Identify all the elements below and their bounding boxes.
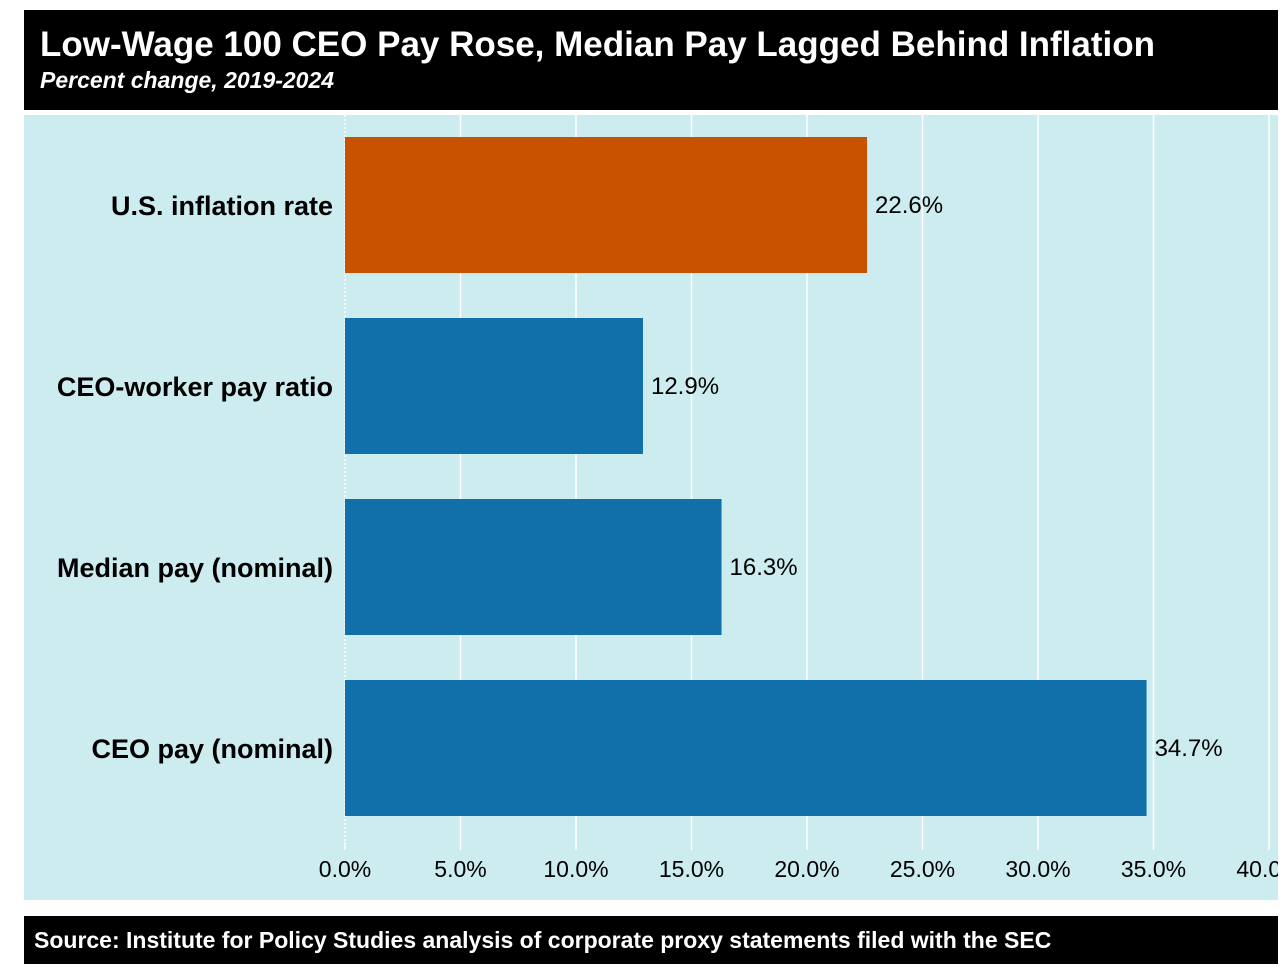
value-label-3: 34.7%	[1155, 735, 1223, 762]
chart-header: Low-Wage 100 CEO Pay Rose, Median Pay La…	[24, 10, 1278, 110]
value-label-2: 16.3%	[730, 554, 798, 581]
x-tick-label-0: 0.0%	[319, 856, 371, 882]
x-tick-label-6: 30.0%	[1005, 856, 1070, 882]
x-tick-label-7: 35.0%	[1121, 856, 1186, 882]
x-tick-label-2: 10.0%	[543, 856, 608, 882]
plot-area: 0.0% 5.0% 10.0% 15.0% 20.0% 25.0% 30.0% 35.0% 40…	[24, 115, 1278, 900]
bar-0	[345, 137, 868, 273]
chart-title: Low-Wage 100 CEO Pay Rose, Median Pay La…	[40, 25, 1156, 64]
x-tick-label-1: 5.0%	[434, 856, 486, 882]
value-label-0: 22.6%	[875, 192, 943, 219]
bar-1	[345, 318, 643, 454]
bar-chart: 0.0% 5.0% 10.0% 15.0% 20.0% 25.0% 30.0% 35.0% 40…	[57, 115, 1278, 882]
category-label-2: Median pay (nominal)	[57, 553, 333, 583]
category-label-3: CEO pay (nominal)	[91, 734, 333, 764]
value-label-1: 12.9%	[651, 373, 719, 400]
x-tick-label-4: 20.0%	[774, 856, 839, 882]
bar-3	[345, 680, 1147, 816]
bar-2	[345, 499, 722, 635]
x-tick-label-3: 15.0%	[659, 856, 724, 882]
x-tick-label-5: 25.0%	[890, 856, 955, 882]
x-tick-label-8: 40.0%	[1236, 856, 1278, 882]
source-footer: Source: Institute for Policy Studies ana…	[24, 916, 1278, 964]
category-label-0: U.S. inflation rate	[111, 191, 333, 221]
chart-subtitle: Percent change, 2019-2024	[40, 67, 335, 93]
category-label-1: CEO-worker pay ratio	[57, 372, 333, 402]
